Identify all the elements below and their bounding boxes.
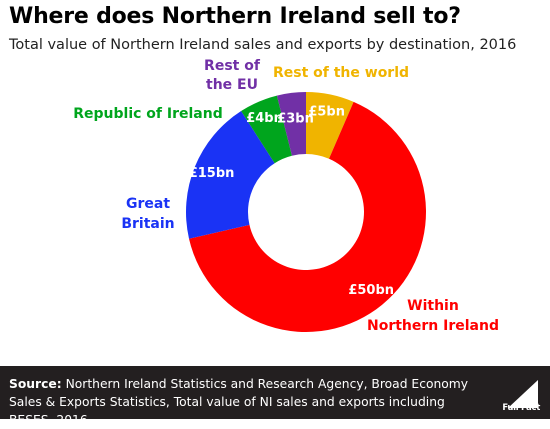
source-note: Source: Northern Ireland Statistics and … xyxy=(9,375,479,429)
category-label-within-northern-ireland: Within Northern Ireland xyxy=(367,298,499,334)
slice-great-britain xyxy=(186,111,275,239)
slice-republic-of-ireland xyxy=(241,95,292,164)
logo-text: Full Fact xyxy=(502,403,540,413)
source-text: Northern Ireland Statistics and Research… xyxy=(9,377,469,427)
logo-mark-icon xyxy=(508,380,538,408)
value-label-rest-of-the-eu: £3bn xyxy=(277,111,314,126)
chart-subtitle: Total value of Northern Ireland sales an… xyxy=(9,37,517,53)
slice-rest-of-the-eu xyxy=(276,92,306,156)
slice-rest-of-the-world xyxy=(306,92,354,159)
source-label: Source: xyxy=(9,377,62,391)
category-label-rest-of-the-eu: Rest of the EU xyxy=(204,58,261,93)
full-fact-logo: Full Fact xyxy=(502,374,542,414)
category-label-rest-of-the-world: Rest of the world xyxy=(273,65,409,81)
value-label-rest-of-the-world: £5bn xyxy=(308,105,345,120)
category-label-republic-of-ireland: Republic of Ireland xyxy=(73,106,222,122)
chart-title: Where does Northern Ireland sell to? xyxy=(9,4,461,29)
source-footer: Source: Northern Ireland Statistics and … xyxy=(0,366,550,427)
slice-within-northern-ireland xyxy=(189,101,426,332)
donut-slices xyxy=(186,92,426,332)
value-label-great-britain: £15bn xyxy=(189,166,235,181)
value-label-within-northern-ireland: £50bn xyxy=(348,283,394,298)
value-label-republic-of-ireland: £4bn xyxy=(246,111,283,126)
category-labels: Rest of the world Within Northern Ireland G… xyxy=(73,58,499,334)
donut-chart: £5bn £50bn £15bn £4bn£3bn Rest of the world… xyxy=(73,58,499,334)
donut-value-labels: £5bn £50bn £15bn £4bn£3bn xyxy=(189,105,394,298)
category-label-great-britain: Great Britain xyxy=(121,196,174,232)
